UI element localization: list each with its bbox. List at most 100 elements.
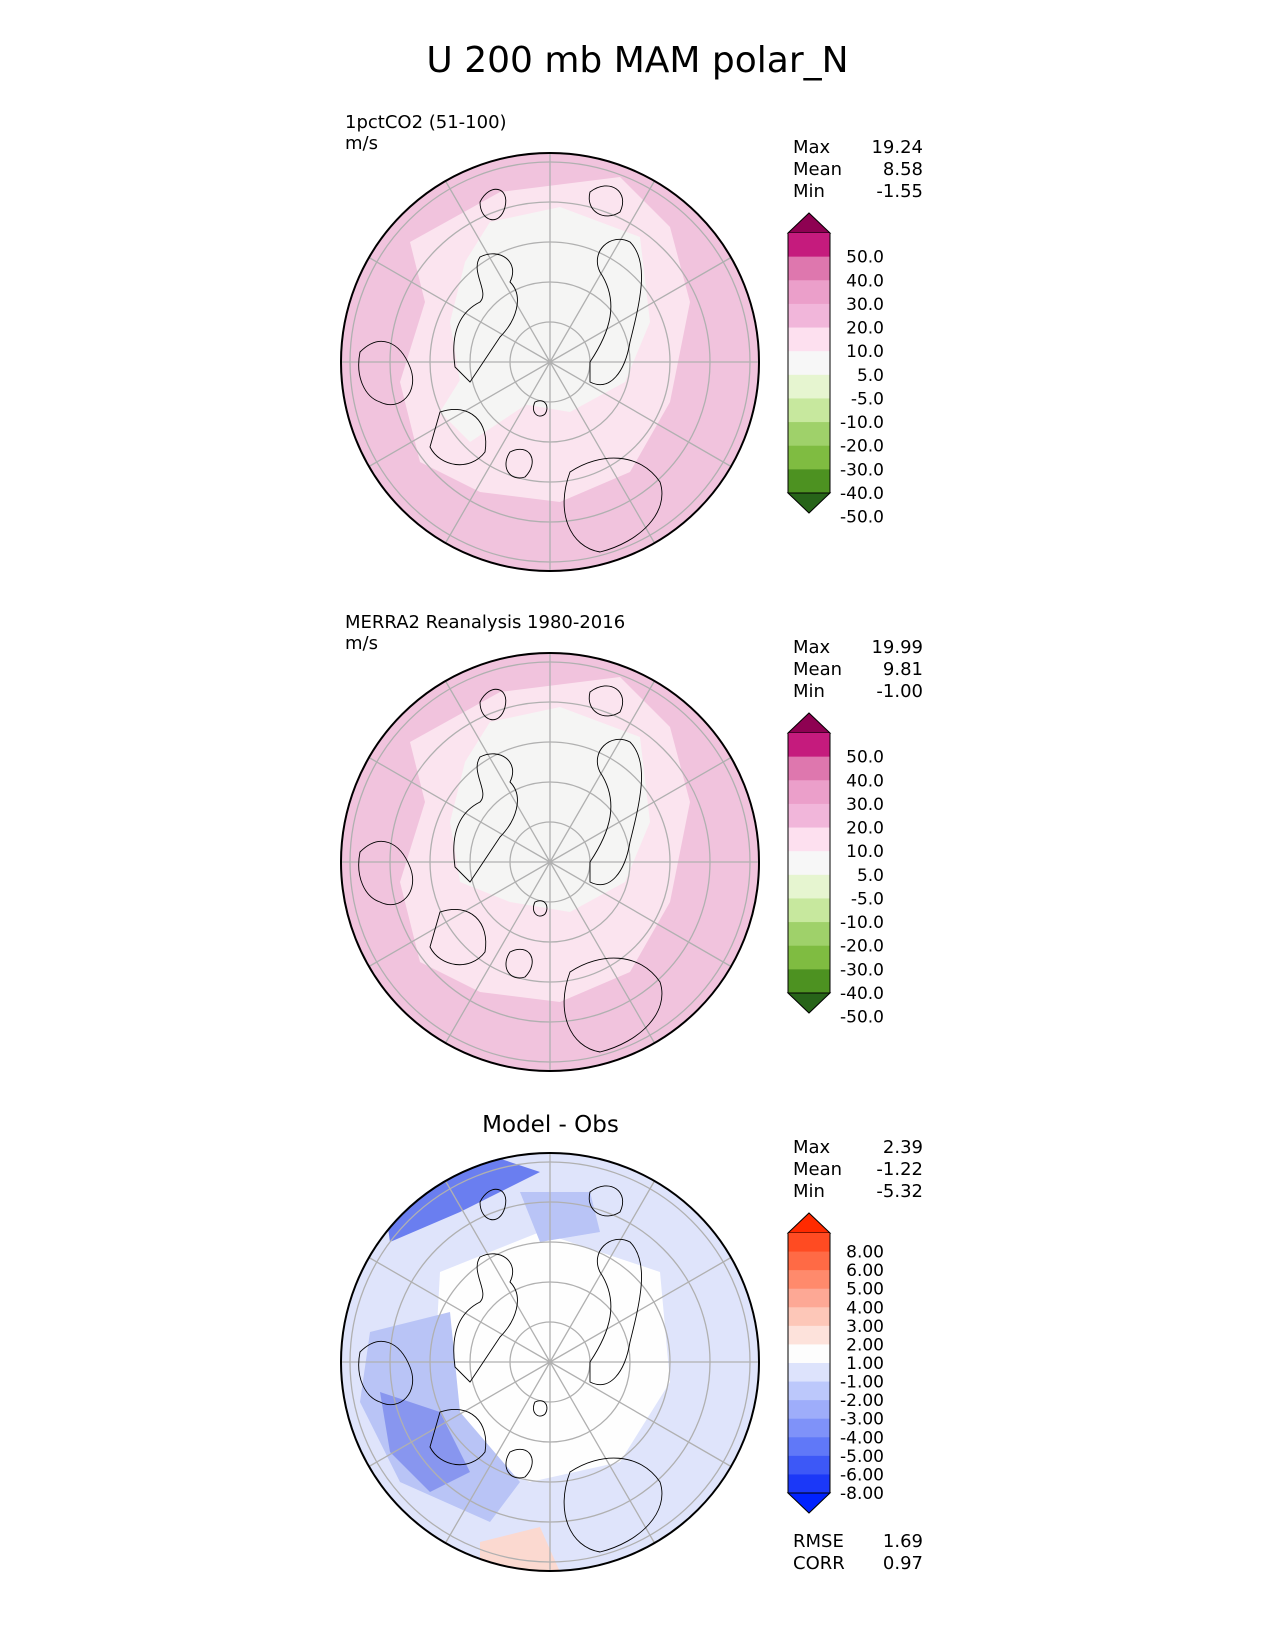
meridian-line: [367, 756, 551, 863]
stat-mean-label: Mean: [793, 1159, 843, 1180]
colorbar-segment: [788, 874, 830, 899]
colorbar-tick-label: 5.00: [846, 1280, 884, 1300]
coastline: [479, 689, 507, 720]
colorbar-segment: [788, 1474, 830, 1494]
colorbar-tick-label: -8.00: [840, 1484, 884, 1504]
colorbar: 8.006.005.004.003.002.001.00-1.00-2.00-3…: [786, 1212, 884, 1514]
stats-box: Max 19.24 Mean 8.58 Min -1.55: [793, 137, 923, 203]
coastline: [479, 1189, 507, 1220]
colorbar-tick-label: -10.0: [840, 913, 884, 933]
meridian-line: [549, 1361, 733, 1468]
colorbar-tick-label: -40.0: [840, 484, 884, 504]
corr-value: 0.97: [882, 1553, 923, 1574]
stats-box: Max 19.99 Mean 9.81 Min -1.00: [793, 637, 923, 703]
colorbar-tick-label: 40.0: [846, 771, 884, 791]
stat-max-label: Max: [793, 137, 831, 158]
meridian-line: [549, 679, 656, 863]
stat-mean-label: Mean: [793, 159, 843, 180]
colorbar-tick-label: -30.0: [840, 460, 884, 480]
stat-max-value: 19.24: [871, 137, 923, 158]
colorbar-tick-label: 20.0: [846, 319, 884, 339]
panel-difference: Model - Obs Max 2.39 Mean -1.22 Min -5.32 8…: [0, 1105, 1275, 1575]
colorbar-tick-label: 30.0: [846, 295, 884, 315]
colorbar-segment: [788, 1363, 830, 1383]
coastline: [533, 400, 548, 417]
colorbar-tick-label: -50.0: [840, 508, 884, 528]
meridian-line: [444, 679, 551, 863]
colorbar-segment: [788, 803, 830, 829]
coastline: [589, 738, 642, 885]
polar-map: [340, 152, 760, 572]
colorbar-tick-label: 40.0: [846, 271, 884, 291]
colorbar-tick-label: 30.0: [846, 795, 884, 815]
map-field: [340, 1152, 760, 1572]
polar-map: [340, 652, 760, 1072]
colorbar-tick-label: 8.00: [846, 1243, 884, 1263]
meridian-line: [444, 861, 551, 1045]
meridian-line: [549, 179, 656, 363]
colorbar-tick-label: -4.00: [840, 1428, 884, 1448]
stat-min-label: Min: [793, 1181, 825, 1202]
colorbar-segment: [788, 445, 830, 470]
colorbar-tick-label: -5.0: [851, 389, 884, 409]
coastline: [533, 1400, 548, 1417]
colorbar-segment: [788, 256, 830, 281]
colorbar-segment: [788, 1381, 830, 1401]
panel-units: m/s: [345, 133, 378, 154]
contour-region-negative-strong: [380, 1392, 470, 1492]
stats-box: Max 2.39 Mean -1.22 Min -5.32: [793, 1137, 923, 1203]
meridian-line: [367, 256, 551, 363]
colorbar-tick-label: -30.0: [840, 960, 884, 980]
panel-units: m/s: [345, 633, 378, 654]
colorbar-tick-label: 50.0: [846, 248, 884, 268]
meridian-line: [367, 1256, 551, 1363]
colorbar-segment: [788, 922, 830, 947]
stat-min-value: -5.32: [876, 1181, 923, 1202]
colorbar-segment: [788, 398, 830, 423]
colorbar-tick-label: -5.0: [851, 889, 884, 909]
coastline: [563, 957, 663, 1053]
coastline: [589, 238, 642, 385]
coastline: [589, 1238, 642, 1385]
colorbar-segment: [788, 1455, 830, 1475]
meridian-line: [367, 1361, 551, 1468]
stat-max-value: 19.99: [871, 637, 923, 658]
colorbar-extend-min: [786, 1492, 832, 1514]
colorbar-extend-min: [786, 992, 832, 1014]
meridian-line: [549, 756, 733, 863]
coastline: [479, 189, 507, 220]
colorbar-segment: [788, 1270, 830, 1290]
colorbar-segment: [788, 1344, 830, 1364]
colorbar-segment: [788, 280, 830, 305]
panel-model: 1pctCO2 (51-100) m/s Max 19.24 Mean 8.58 M…: [0, 105, 1275, 575]
colorbar-segment: [788, 945, 830, 970]
polar-map: [340, 1152, 760, 1572]
colorbar-segment: [788, 851, 830, 876]
colorbar: 50.0 40.0 30.0 20.0 10.0 5.0 -5.0 -10.0 -20.0 -30…: [786, 212, 884, 528]
colorbar: 50.0 40.0 30.0 20.0 10.0 5.0 -5.0 -10.0 -20.0 -30…: [786, 712, 884, 1028]
stat-min-value: -1.00: [876, 681, 923, 702]
colorbar-tick-label: 10.0: [846, 342, 884, 362]
colorbar-tick-label: 5.0: [857, 866, 884, 886]
coastline: [505, 448, 533, 479]
colorbar-tick-label: -50.0: [840, 1008, 884, 1028]
map-field: [340, 652, 760, 1072]
coastline: [588, 685, 624, 717]
meridian-line: [444, 361, 551, 545]
colorbar-tick-label: 3.00: [846, 1317, 884, 1337]
colorbar-extend-max: [786, 212, 832, 234]
colorbar-segment: [788, 780, 830, 805]
contour-region-positive: [480, 1527, 560, 1572]
stat-mean-value: -1.22: [876, 1159, 923, 1180]
colorbar-outline: [787, 733, 831, 993]
map-boundary: [340, 652, 760, 1072]
colorbar-segment: [788, 1325, 830, 1345]
colorbar-segment: [788, 1251, 830, 1271]
meridian-line: [549, 1256, 733, 1363]
meridian-line: [549, 361, 656, 545]
colorbar-tick-label: -5.00: [840, 1447, 884, 1467]
colorbar-segment: [788, 233, 830, 258]
stat-max-label: Max: [793, 1137, 831, 1158]
colorbar-segment: [788, 303, 830, 329]
coastline: [563, 457, 663, 553]
